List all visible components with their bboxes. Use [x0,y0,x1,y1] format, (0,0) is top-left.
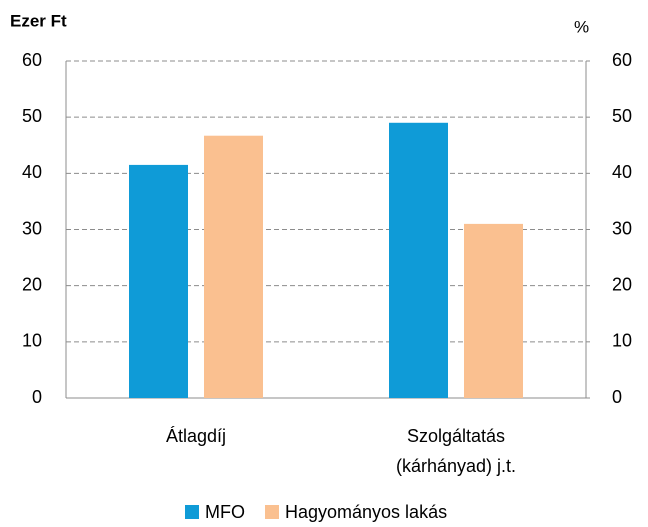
y2-tick-label: 50 [612,106,632,126]
y2-tick-label: 40 [612,162,632,182]
legend-swatch [265,505,279,519]
x-tick-label: Szolgáltatás [407,426,505,446]
y2-axis-label: % [574,17,589,36]
legend-swatch [185,505,199,519]
y-tick-label: 10 [22,331,42,351]
y-axis-label: Ezer Ft [10,11,67,30]
y-tick-label: 20 [22,274,42,294]
y2-tick-label: 60 [612,50,632,70]
y2-tick-label: 20 [612,274,632,294]
legend-label: MFO [205,502,245,522]
y2-tick-label: 10 [612,331,632,351]
y2-tick-label: 0 [612,387,622,407]
y2-tick-label: 30 [612,218,632,238]
x-tick-label: Átlagdíj [166,426,226,446]
bar [389,122,448,399]
y-tick-label: 50 [22,106,42,126]
y-tick-label: 60 [22,50,42,70]
legend-label: Hagyományos lakás [285,502,447,522]
bar [129,164,188,398]
x-tick-label: (kárhányad) j.t. [396,456,516,476]
y-tick-label: 0 [32,387,42,407]
bar [204,135,263,398]
y-tick-label: 40 [22,162,42,182]
y-tick-label: 30 [22,218,42,238]
bar [464,223,523,398]
